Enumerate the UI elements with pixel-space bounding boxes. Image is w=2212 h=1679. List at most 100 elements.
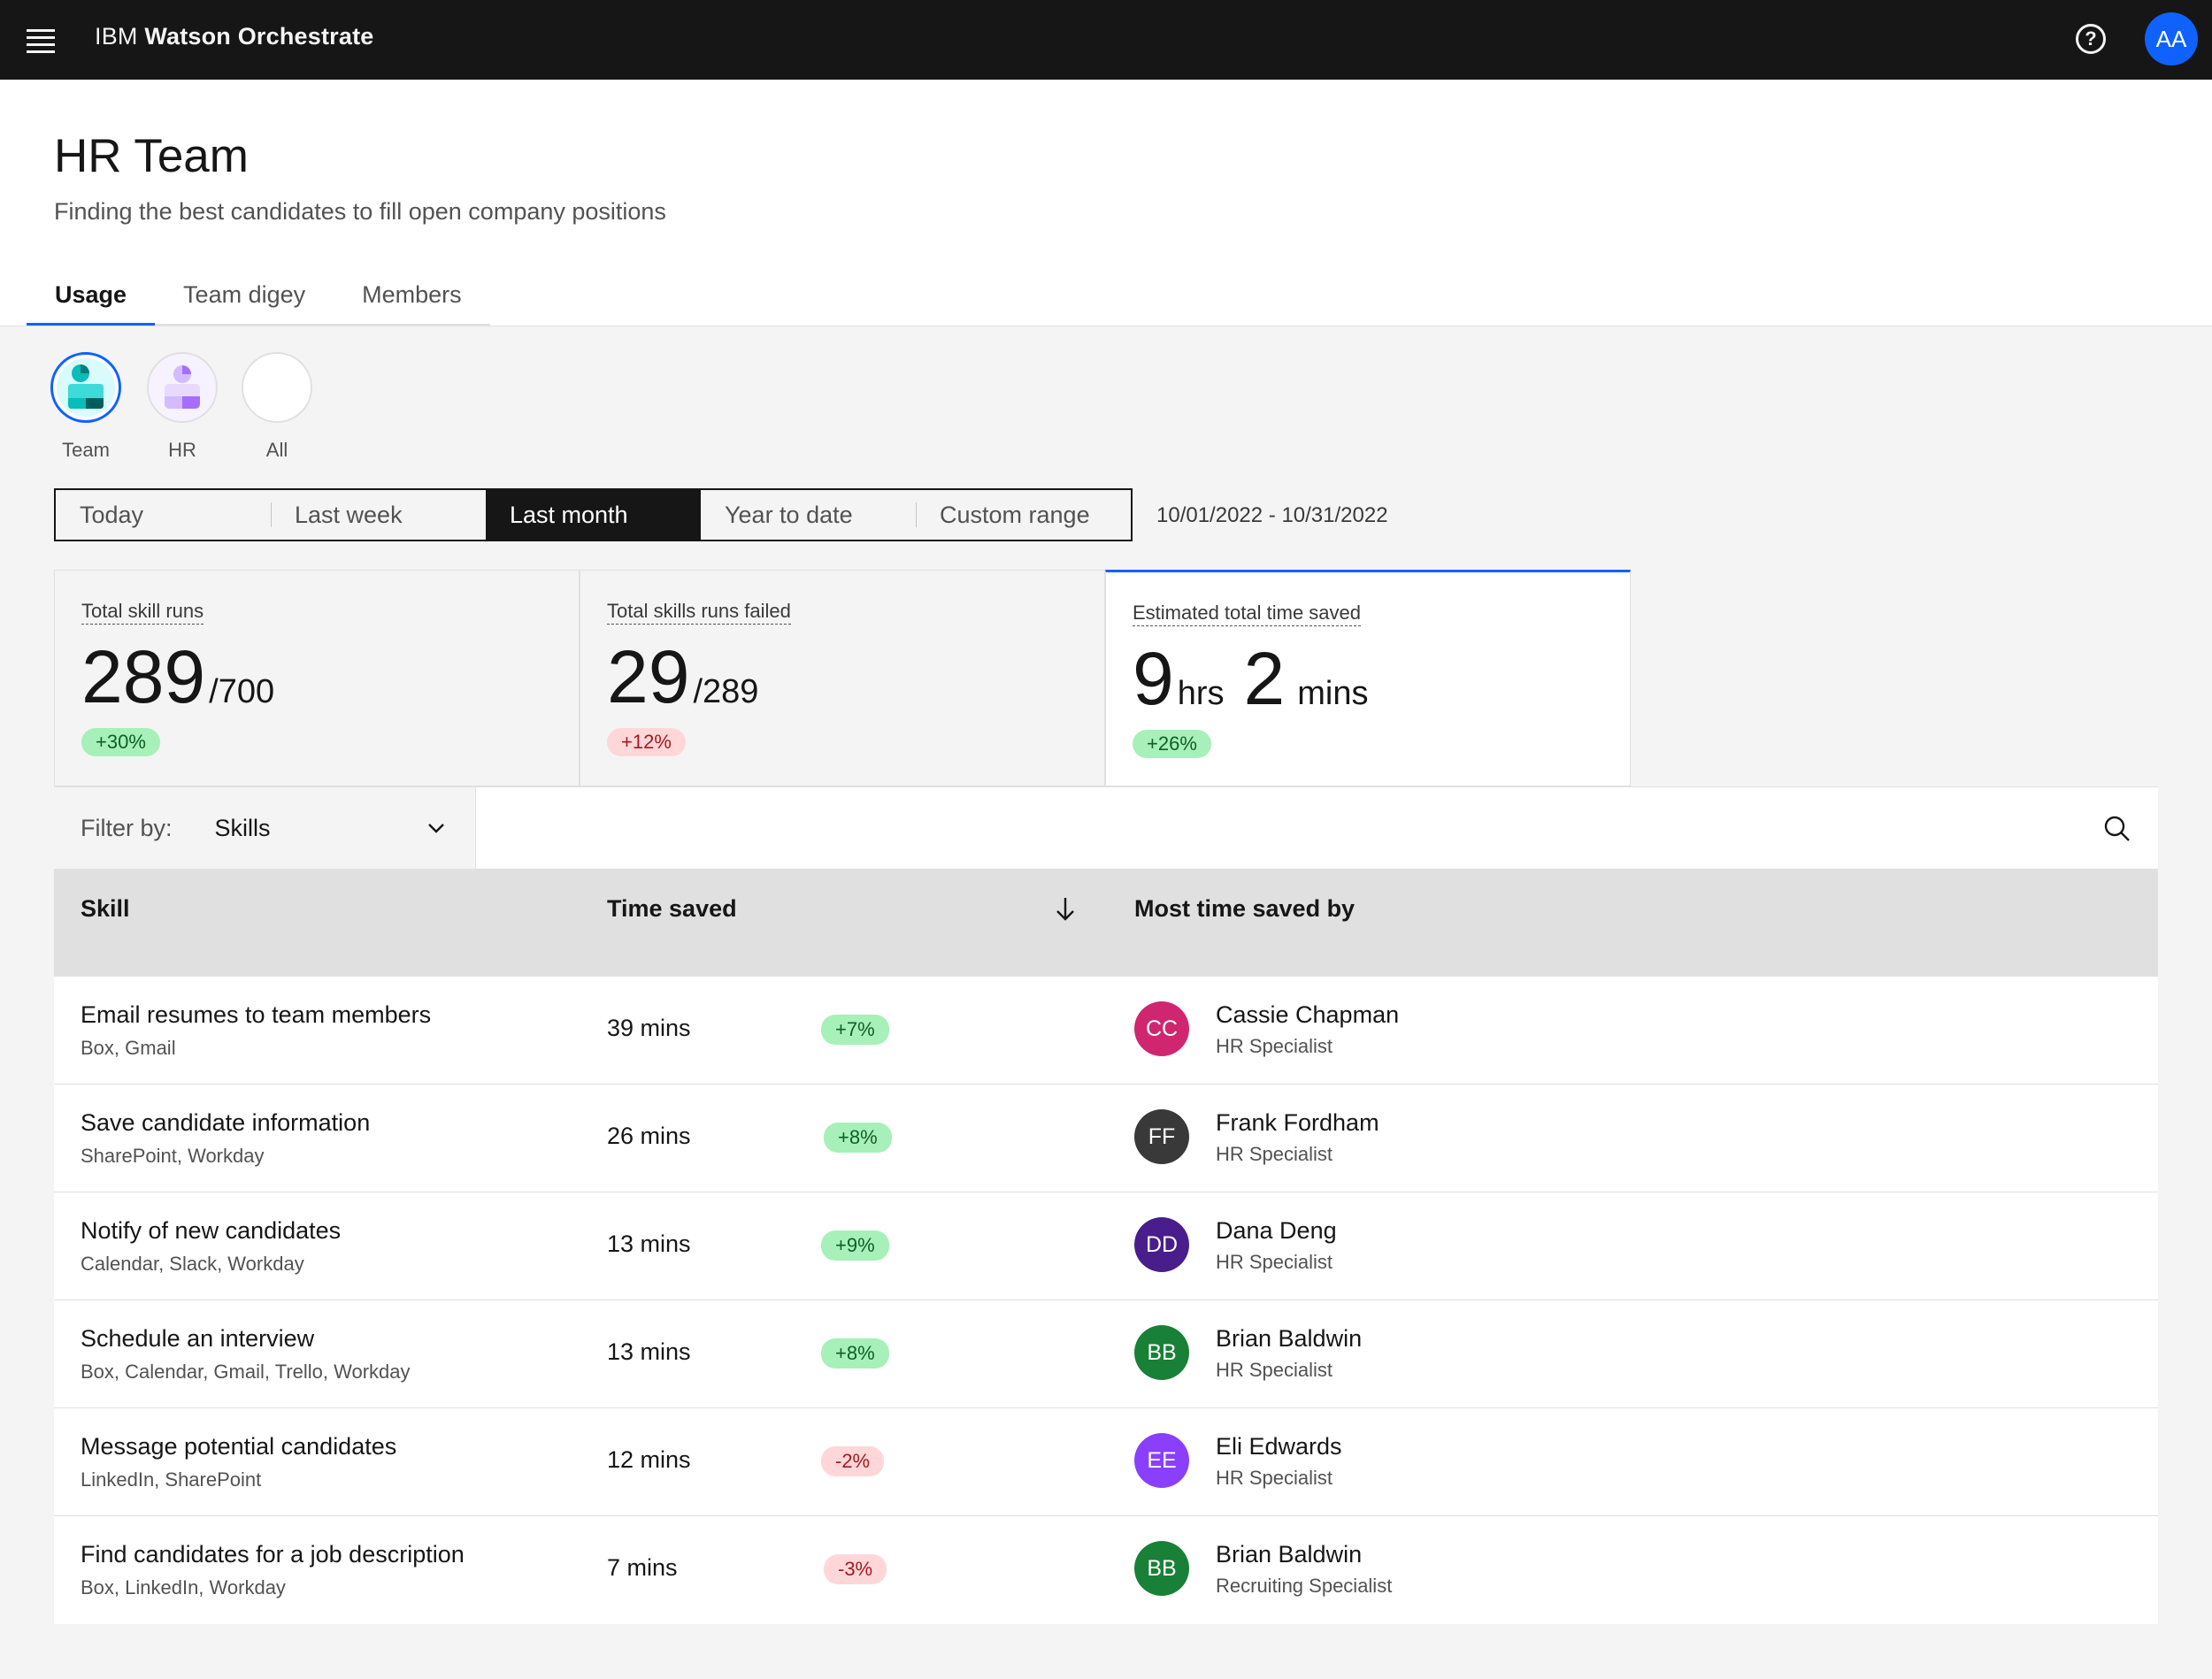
skill-apps: LinkedIn, SharePoint bbox=[81, 1468, 262, 1491]
table-row[interactable]: Notify of new candidates Calendar, Slack… bbox=[54, 1192, 2158, 1300]
table-row[interactable]: Save candidate information SharePoint, W… bbox=[54, 1085, 2158, 1192]
time-saved: 26 mins bbox=[607, 1123, 691, 1149]
skill-apps: SharePoint, Workday bbox=[81, 1145, 265, 1167]
column-header-skill[interactable]: Skill bbox=[81, 895, 130, 922]
search-icon[interactable] bbox=[2102, 814, 2132, 844]
table-row[interactable]: Find candidates for a job description Bo… bbox=[54, 1516, 2158, 1624]
skill-name: Find candidates for a job description bbox=[81, 1541, 465, 1568]
skill-name: Notify of new candidates bbox=[81, 1217, 342, 1244]
skill-apps: Box, LinkedIn, Workday bbox=[81, 1576, 286, 1598]
change-tag: -3% bbox=[824, 1554, 887, 1584]
time-saved: 13 mins bbox=[607, 1230, 691, 1257]
stat-tile-time-saved[interactable]: Estimated total time saved 9 hrs 2 mins … bbox=[1105, 570, 1631, 786]
person-role: HR Specialist bbox=[1216, 1035, 1333, 1057]
avatar: CC bbox=[1134, 1001, 1189, 1056]
stat-mins: 2 bbox=[1243, 637, 1286, 720]
person-name: Frank Fordham bbox=[1216, 1109, 1379, 1136]
tab-members[interactable]: Members bbox=[334, 276, 490, 326]
scope-team[interactable]: Team bbox=[50, 352, 121, 462]
stat-hours-unit: hrs bbox=[1177, 675, 1225, 712]
user-avatar[interactable]: AA bbox=[2145, 12, 2198, 65]
scope-label: HR bbox=[168, 439, 196, 461]
page-header: HR Team Finding the best candidates to f… bbox=[0, 80, 2212, 326]
avatar: EE bbox=[1134, 1433, 1189, 1488]
stat-suffix: /289 bbox=[693, 673, 759, 710]
person-role: Recruiting Specialist bbox=[1216, 1575, 1393, 1597]
stat-label: Estimated total time saved bbox=[1133, 601, 1362, 626]
filter-label: Filter by: bbox=[81, 815, 173, 841]
column-header-most-time-saved-by[interactable]: Most time saved by bbox=[1134, 895, 1356, 922]
range-year-to-date[interactable]: Year to date bbox=[725, 501, 853, 528]
person-name: Eli Edwards bbox=[1216, 1433, 1342, 1460]
change-tag: +8% bbox=[824, 1123, 892, 1153]
avatar: BB bbox=[1134, 1325, 1189, 1380]
scope-hr[interactable]: HR bbox=[147, 352, 218, 462]
column-header-time-saved[interactable]: Time saved bbox=[607, 895, 737, 922]
person-role: HR Specialist bbox=[1216, 1467, 1333, 1489]
stat-tile-runs-failed[interactable]: Total skills runs failed 29 /289 +12% bbox=[580, 570, 1105, 786]
filter-dropdown[interactable]: Filter by: Skills bbox=[54, 787, 476, 870]
hamburger-menu-icon[interactable] bbox=[23, 25, 58, 55]
stat-value: 9 hrs 2 mins bbox=[1133, 636, 1368, 722]
person-role: HR Specialist bbox=[1216, 1359, 1333, 1381]
stat-value: 29 /289 bbox=[607, 634, 758, 720]
time-saved: 7 mins bbox=[607, 1554, 678, 1581]
table-toolbar: Filter by: Skills bbox=[54, 786, 2158, 870]
hr-icon bbox=[147, 352, 218, 423]
page-title: HR Team bbox=[54, 130, 249, 182]
stat-suffix: /700 bbox=[209, 673, 275, 710]
skill-name: Message potential candidates bbox=[81, 1433, 397, 1460]
person-name: Brian Baldwin bbox=[1216, 1325, 1363, 1352]
skill-name: Email resumes to team members bbox=[81, 1001, 432, 1028]
brand-prefix: IBM bbox=[95, 23, 138, 50]
stat-hours: 9 bbox=[1133, 637, 1174, 720]
stat-label: Total skill runs bbox=[81, 599, 204, 625]
stat-mins-unit: mins bbox=[1297, 675, 1369, 712]
chevron-down-icon bbox=[428, 824, 444, 833]
stat-tile-total-runs[interactable]: Total skill runs 289 /700 +30% bbox=[54, 570, 580, 786]
stat-number: 289 bbox=[81, 635, 206, 718]
table-row[interactable]: Message potential candidates LinkedIn, S… bbox=[54, 1408, 2158, 1516]
top-bar: IBM Watson Orchestrate ? AA bbox=[0, 0, 2212, 80]
tab-team-digey[interactable]: Team digey bbox=[155, 276, 334, 326]
avatar: DD bbox=[1134, 1217, 1189, 1272]
person-role: HR Specialist bbox=[1216, 1251, 1333, 1273]
skill-apps: Box, Calendar, Gmail, Trello, Workday bbox=[81, 1361, 411, 1383]
table-row[interactable]: Email resumes to team members Box, Gmail… bbox=[54, 977, 2158, 1085]
change-tag: +12% bbox=[607, 728, 686, 756]
range-custom[interactable]: Custom range bbox=[916, 490, 1131, 540]
scope-all[interactable]: All bbox=[242, 352, 312, 462]
help-icon[interactable]: ? bbox=[2076, 24, 2106, 54]
tab-usage[interactable]: Usage bbox=[27, 276, 156, 326]
range-today[interactable]: Today bbox=[80, 501, 144, 528]
time-saved: 12 mins bbox=[607, 1446, 691, 1473]
range-last-month[interactable]: Last month bbox=[486, 490, 701, 540]
skill-apps: Calendar, Slack, Workday bbox=[81, 1253, 304, 1275]
page-subtitle: Finding the best candidates to fill open… bbox=[54, 198, 666, 225]
change-tag: +7% bbox=[821, 1015, 889, 1045]
change-tag: +9% bbox=[821, 1230, 889, 1261]
skill-name: Save candidate information bbox=[81, 1109, 371, 1136]
change-tag: +26% bbox=[1133, 730, 1211, 758]
table-search-input[interactable] bbox=[477, 787, 2070, 870]
time-saved: 39 mins bbox=[607, 1015, 691, 1041]
time-saved: 13 mins bbox=[607, 1338, 691, 1365]
change-tag: -2% bbox=[821, 1446, 885, 1476]
avatar: FF bbox=[1134, 1109, 1189, 1164]
stat-tiles: Total skill runs 289 /700 +30% Total ski… bbox=[54, 570, 1631, 786]
product-name[interactable]: IBM Watson Orchestrate bbox=[95, 23, 373, 50]
brand-name: Watson Orchestrate bbox=[144, 23, 374, 50]
tab-list: Usage Team digey Members bbox=[27, 276, 490, 326]
range-last-week[interactable]: Last week bbox=[271, 490, 486, 540]
skills-table: Skill Time saved Most time saved by Emai… bbox=[54, 869, 2158, 1624]
arrow-down-icon[interactable] bbox=[1052, 895, 1079, 924]
change-tag: +8% bbox=[821, 1338, 889, 1368]
change-tag: +30% bbox=[81, 728, 160, 756]
avatar: BB bbox=[1134, 1541, 1189, 1596]
table-row[interactable]: Schedule an interview Box, Calendar, Gma… bbox=[54, 1300, 2158, 1408]
table-header: Skill Time saved Most time saved by bbox=[54, 869, 2158, 977]
filter-value: Skills bbox=[214, 815, 271, 841]
scope-label: Team bbox=[62, 439, 110, 461]
person-name: Dana Deng bbox=[1216, 1217, 1337, 1244]
skill-apps: Box, Gmail bbox=[81, 1037, 176, 1059]
